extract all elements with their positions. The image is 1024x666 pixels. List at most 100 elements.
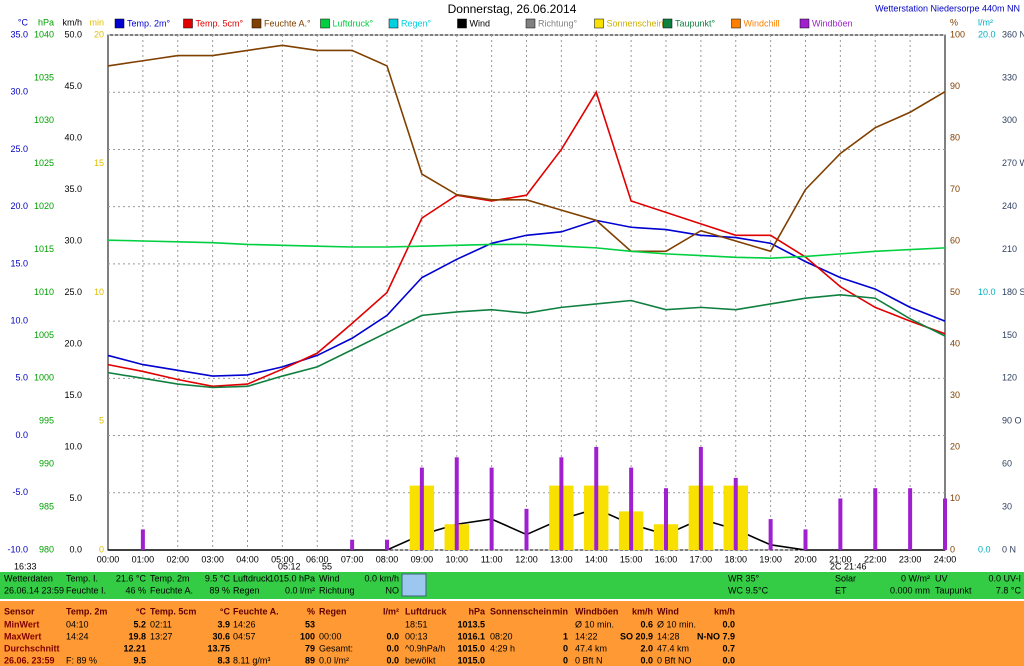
row-label: MaxWert (4, 631, 41, 641)
y-tick-label: 1015 (34, 244, 54, 254)
table-header: Luftdruck (405, 606, 447, 616)
legend-swatch (114, 18, 125, 29)
bar (559, 457, 564, 550)
y-tick-label: 40 (950, 338, 960, 348)
x-tick-label: 16:00 (655, 554, 678, 564)
status-value: 7.8 °C (996, 585, 1022, 595)
y-tick-label: 60 (1002, 459, 1012, 469)
y-tick-label: 360 N (1002, 29, 1024, 39)
legend-label: Temp. 5cm° (196, 18, 244, 28)
status-text: 26.06.14 23:59 (4, 585, 64, 595)
bar (908, 488, 913, 550)
y-tick-label: 240 (1002, 201, 1017, 211)
legend-label: Feuchte A.° (264, 18, 311, 28)
table-header: Sensor (4, 606, 35, 616)
y-tick-label: 980 (39, 544, 54, 554)
cell-value: 0.0 (722, 655, 735, 665)
y-tick-label: 45.0 (64, 81, 82, 91)
status-value: 9.5 °C (205, 573, 231, 583)
cell-value: 89 (305, 655, 315, 665)
bar (733, 477, 738, 550)
cell-left: 0.0 l/m² (319, 655, 349, 665)
y-tick-label: -10.0 (7, 544, 28, 554)
y-tick-label: 50.0 (64, 29, 82, 39)
cell-left: Ø 10 min. (575, 619, 614, 629)
bar (698, 447, 703, 550)
status-value: 0.0 UV-I (988, 573, 1021, 583)
cell-value: 12.21 (123, 643, 146, 653)
bar (943, 498, 947, 550)
cell-value: 5.2 (133, 619, 146, 629)
cell-value: 1013.5 (457, 619, 485, 629)
status-text: Richtung (319, 585, 355, 595)
y-tick-label: 985 (39, 501, 54, 511)
bar (768, 519, 773, 550)
cell-left: 02:11 (150, 619, 172, 629)
axis-unit: min (89, 17, 104, 27)
series-line (107, 44, 946, 253)
cell-value: 1 (563, 631, 568, 641)
legend-label: Taupunkt° (675, 18, 716, 28)
summary-table (0, 601, 1024, 666)
y-tick-label: 35.0 (64, 184, 82, 194)
axis-unit: °C (18, 17, 29, 27)
cell-left: 00:13 (405, 631, 428, 641)
cell-value: 0.0 (386, 631, 399, 641)
bar (350, 539, 355, 550)
cell-left: 14:24 (66, 631, 89, 641)
y-tick-label: -5.0 (12, 487, 28, 497)
cell-value: 0 (563, 655, 568, 665)
legend-label: Luftdruck° (333, 18, 374, 28)
x-tick-label: 19:00 (759, 554, 782, 564)
x-tick-label: 09:00 (411, 554, 434, 564)
table-header: Feuchte A. (233, 606, 279, 616)
status-text: Feuchte I. (66, 585, 106, 595)
bar (664, 488, 668, 550)
cell-value: 0.0 (386, 643, 399, 653)
cell-left: F: 89 % (66, 655, 97, 665)
x-tick-label: 05:00 (271, 554, 294, 564)
bar (489, 467, 494, 550)
table-header-unit: % (307, 606, 315, 616)
cell-left: 0 Bft N (575, 655, 603, 665)
x-tick-label: 02:00 (166, 554, 189, 564)
table-header-unit: l/m² (383, 606, 399, 616)
axis-unit: hPa (38, 17, 54, 27)
series-line (107, 293, 946, 389)
y-tick-label: 30.0 (10, 87, 28, 97)
cell-value: 19.8 (128, 631, 146, 641)
y-tick-label: 0 (950, 544, 955, 554)
cell-value: 0.0 (386, 655, 399, 665)
cell-value: 9.5 (133, 655, 146, 665)
cell-value: 0.0 (722, 619, 735, 629)
y-tick-label: 995 (39, 416, 54, 426)
y-tick-label: 30 (1002, 501, 1012, 511)
weather-icon (401, 573, 427, 597)
series-line (107, 239, 946, 259)
x-tick-label: 01:00 (132, 554, 155, 564)
cell-left: 04:57 (233, 631, 256, 641)
table-header-unit: km/h (632, 606, 653, 616)
bar (803, 529, 808, 550)
y-tick-label: 5.0 (15, 373, 28, 383)
cell-left: 14:26 (233, 619, 256, 629)
cell-left: 4:29 h (490, 643, 515, 653)
y-tick-label: 20.0 (10, 201, 28, 211)
legend-swatch (525, 18, 536, 29)
status-value: 89 % (209, 585, 230, 595)
status-bar (0, 572, 1024, 599)
bar (873, 488, 878, 550)
x-tick-label: 24:00 (934, 554, 957, 564)
status-value: 0.000 mm (890, 585, 930, 595)
bar (454, 457, 459, 550)
x-tick-label: 12:00 (515, 554, 538, 564)
cell-left: bewölkt (405, 655, 436, 665)
station-name: Wetterstation Niedersorpe 440m NN (875, 3, 1020, 13)
cell-left: Gesamt: (319, 643, 353, 653)
y-tick-label: 10 (94, 287, 104, 297)
legend-swatch (320, 18, 330, 29)
table-header: Sonnenschein (490, 606, 552, 616)
y-tick-label: 20.0 (64, 338, 82, 348)
cell-value: SO 20.9 (620, 631, 653, 641)
row-label: 26.06. 23:59 (4, 655, 55, 665)
